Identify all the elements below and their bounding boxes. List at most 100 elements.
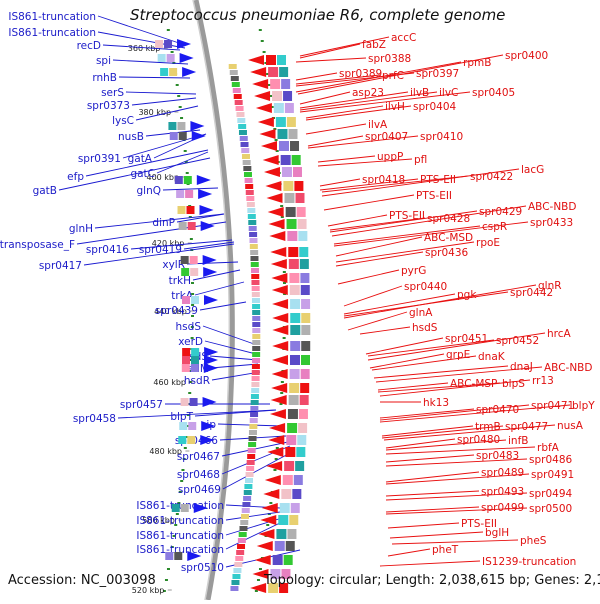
gene-label-leader-line (299, 36, 390, 57)
gene-feature-block (245, 184, 254, 189)
reverse-gene-arrow (272, 299, 289, 309)
gene-feature-block (237, 538, 246, 543)
gene-feature-block (190, 268, 199, 276)
gene-label-leader-line (385, 473, 530, 485)
gene-feature-block (248, 220, 257, 225)
gene-label-leader-line (333, 221, 529, 247)
gene-feature-block (182, 296, 190, 304)
reverse-gene-label: glnA (409, 307, 433, 319)
forward-gene-arrow (198, 189, 213, 199)
gene-feature-block (252, 334, 261, 339)
forward-gene-label: trkH (169, 275, 191, 287)
gene-feature-block (177, 122, 186, 130)
gene-feature-block (245, 472, 254, 477)
reverse-gene-label: rr13 (532, 375, 554, 387)
forward-gene-label: spr0467 (177, 451, 220, 463)
gene-feature-block (252, 340, 261, 345)
gene-feature-block (285, 541, 295, 551)
forward-gene-arrow (201, 421, 216, 431)
gene-feature-block (241, 514, 250, 519)
forward-gene-arrow (204, 295, 218, 305)
gene-feature-block (189, 398, 198, 406)
accession-text: Accession: NC_003098 (8, 573, 156, 588)
gene-feature-block (248, 442, 257, 447)
gene-feature-block (290, 341, 301, 351)
forward-gene-label: hsdR (184, 375, 210, 387)
gene-feature-block (239, 526, 248, 531)
reverse-gene-arrow (263, 489, 280, 499)
reverse-gene-label: blpS (502, 378, 525, 390)
reverse-gene-label: spr0480 (457, 434, 500, 446)
gene-feature-block (290, 325, 301, 335)
gene-feature-block (181, 268, 190, 276)
gene-feature-block (239, 136, 248, 141)
gene-label-leader-line (385, 490, 480, 497)
gene-label-leader-line (383, 424, 556, 441)
forward-gene-arrow (199, 205, 214, 215)
gene-feature-block (300, 285, 310, 295)
gene-feature-block (179, 422, 188, 430)
kbp-tick-label: 480 kbp (149, 447, 182, 456)
gene-label-leader-line (373, 365, 509, 379)
forward-gene-arrow (182, 67, 197, 77)
gene-label-leader-line (385, 454, 475, 463)
kbp-tick-label: 400 kbp (146, 173, 179, 182)
forward-gene-label: spr0468 (177, 469, 220, 481)
gene-feature-block (285, 447, 296, 457)
gene-feature-block (188, 422, 197, 430)
reverse-gene-arrow (272, 313, 289, 323)
gene-label-leader-line (162, 187, 219, 191)
gene-feature-block (230, 586, 239, 591)
gene-feature-block (248, 226, 257, 231)
gene-feature-block (297, 435, 307, 445)
gene-feature-block (281, 489, 292, 499)
gene-label-leader-line (387, 522, 460, 529)
gene-feature-block (296, 207, 306, 217)
gene-feature-block (250, 256, 259, 261)
reverse-gene-label: spr0442 (510, 287, 553, 299)
gene-label-leader-line (365, 337, 444, 355)
gene-label-leader-line (377, 382, 449, 391)
gene-label-leader-line (389, 531, 484, 539)
forward-gene-arrow (196, 175, 211, 185)
gene-feature-block (171, 504, 180, 512)
gene-feature-block (280, 155, 291, 165)
gene-feature-block (288, 395, 299, 405)
gene-feature-block (277, 55, 286, 65)
gene-label-leader-line (385, 458, 528, 467)
gene-label-leader-line (295, 72, 338, 81)
gene-feature-block (278, 515, 289, 525)
gene-feature-block (298, 409, 308, 419)
gene-feature-block (241, 508, 250, 513)
gene-label-leader-line (305, 123, 367, 135)
gene-feature-block (291, 155, 301, 165)
forward-gene-label: hsdS (176, 321, 202, 333)
gene-feature-block (251, 376, 260, 381)
reverse-gene-label: spr0471 (531, 400, 574, 412)
gene-label-leader-line (295, 57, 367, 63)
gene-label-leader-line (112, 59, 189, 65)
gene-feature-block (249, 244, 258, 249)
gene-feature-block (270, 569, 281, 579)
reverse-gene-label: fabZ (362, 39, 386, 51)
gene-feature-block (235, 106, 244, 111)
gene-feature-block (231, 580, 240, 585)
gene-feature-block (279, 67, 289, 77)
forward-gene-label: spr0439 (155, 305, 198, 317)
gene-feature-block (299, 395, 309, 405)
gene-feature-block (250, 262, 259, 267)
gene-label-leader-line (379, 404, 530, 421)
gene-feature-block (252, 316, 261, 321)
gene-feature-block (270, 79, 281, 89)
reverse-gene-label: glnR (538, 280, 562, 292)
gene-feature-block (298, 231, 308, 241)
gene-label-leader-line (222, 451, 293, 490)
gene-label-leader-line (385, 446, 536, 455)
gene-label-leader-line (321, 175, 469, 193)
gene-label-leader-line (176, 213, 225, 223)
gene-feature-block (251, 382, 260, 387)
reverse-gene-label: IS1239-truncation (482, 556, 576, 568)
gene-feature-block (289, 369, 300, 379)
gene-feature-block (290, 141, 300, 151)
gene-feature-block (233, 94, 242, 99)
